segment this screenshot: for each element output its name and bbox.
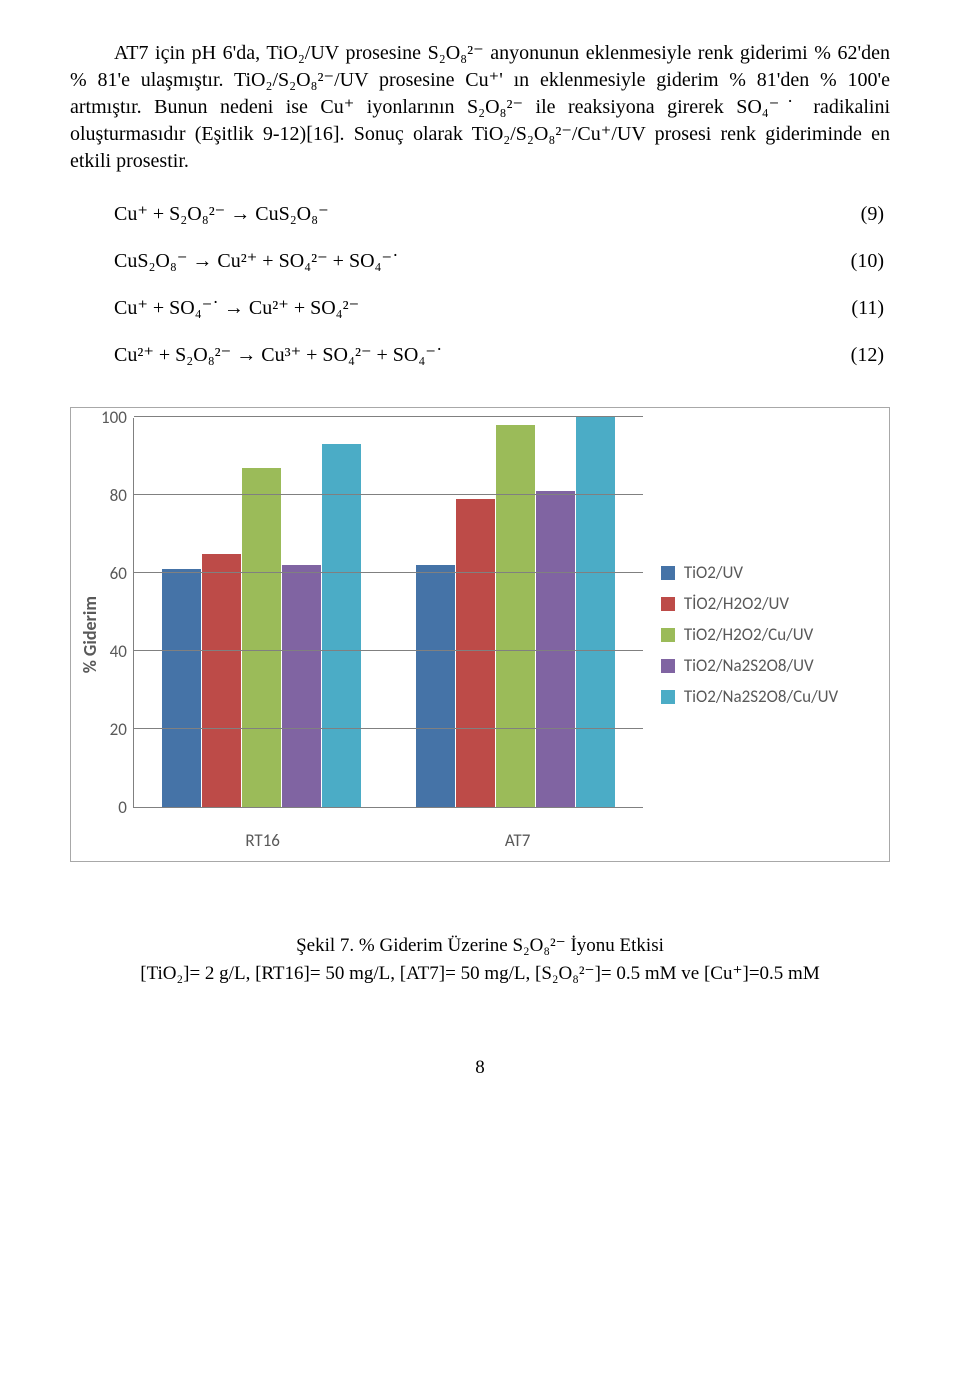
bar	[322, 444, 361, 807]
equation-number: (10)	[851, 250, 890, 273]
equation-expression: CuS₂O₈⁻ → Cu²⁺ + SO₄²⁻ + SO₄⁻˙	[114, 248, 399, 273]
gridline	[134, 572, 643, 573]
bar	[162, 569, 201, 807]
bar	[416, 565, 455, 807]
x-tick-label: RT16	[245, 830, 280, 851]
caption-line-2: [TiO₂]= 2 g/L, [RT16]= 50 mg/L, [AT7]= 5…	[140, 963, 819, 984]
x-tick-label: AT7	[505, 830, 530, 851]
chart-plot-area: % Giderim 100806040200 RT16 AT7	[77, 418, 643, 851]
bar	[242, 468, 281, 807]
legend-item: TiO2/Na2S2O8/Cu/UV	[661, 686, 838, 707]
legend-item: TiO2/UV	[661, 562, 838, 583]
equation-row: Cu²⁺ + S₂O₈²⁻ → Cu³⁺ + SO₄²⁻ + SO₄⁻˙ (12…	[70, 342, 890, 367]
x-axis-ticks: RT16 AT7	[133, 808, 643, 851]
legend-swatch	[661, 628, 675, 642]
y-axis-ticks: 100806040200	[101, 418, 133, 808]
bar-groups	[134, 418, 643, 807]
equation-number: (12)	[851, 344, 890, 367]
legend-label: TiO2/UV	[684, 562, 743, 583]
legend-swatch	[661, 566, 675, 580]
plot-region	[133, 418, 643, 808]
legend-label: TiO2/Na2S2O8/UV	[684, 655, 814, 676]
bar	[576, 417, 615, 807]
bar-chart: % Giderim 100806040200 RT16 AT7 TiO2/UV Tİ…	[70, 407, 890, 862]
legend-item: TİO2/H2O2/UV	[661, 593, 838, 614]
equation-row: Cu⁺ + S₂O₈²⁻ → CuS₂O₈⁻ (9)	[70, 201, 890, 226]
legend-item: TiO2/Na2S2O8/UV	[661, 655, 838, 676]
legend-label: TİO2/H2O2/UV	[684, 593, 789, 614]
equation-row: CuS₂O₈⁻ → Cu²⁺ + SO₄²⁻ + SO₄⁻˙ (10)	[70, 248, 890, 273]
page-number: 8	[70, 1057, 890, 1079]
legend-swatch	[661, 690, 675, 704]
equation-expression: Cu⁺ + SO₄⁻˙ → Cu²⁺ + SO₄²⁻	[114, 295, 359, 320]
equation-expression: Cu²⁺ + S₂O₈²⁻ → Cu³⁺ + SO₄²⁻ + SO₄⁻˙	[114, 342, 443, 367]
gridline	[134, 416, 643, 417]
gridline	[134, 494, 643, 495]
chart-legend: TiO2/UV TİO2/H2O2/UV TiO2/H2O2/Cu/UV TiO2/N…	[643, 418, 838, 851]
y-axis-label: % Giderim	[77, 596, 101, 673]
figure-caption: Şekil 7. % Giderim Üzerine S₂O₈²⁻ İyonu …	[70, 932, 890, 987]
gridline	[134, 728, 643, 729]
equation-number: (9)	[861, 203, 890, 226]
legend-label: TiO2/Na2S2O8/Cu/UV	[684, 686, 838, 707]
legend-item: TiO2/H2O2/Cu/UV	[661, 624, 838, 645]
equation-number: (11)	[851, 297, 890, 320]
gridline	[134, 650, 643, 651]
bar	[202, 554, 241, 808]
equation-expression: Cu⁺ + S₂O₈²⁻ → CuS₂O₈⁻	[114, 201, 329, 226]
bar	[496, 425, 535, 807]
body-paragraph: AT7 için pH 6'da, TiO₂/UV prosesine S₂O₈…	[70, 40, 890, 175]
bar	[282, 565, 321, 807]
equation-block: Cu⁺ + S₂O₈²⁻ → CuS₂O₈⁻ (9) CuS₂O₈⁻ → Cu²…	[70, 201, 890, 367]
caption-line-1: Şekil 7. % Giderim Üzerine S₂O₈²⁻ İyonu …	[296, 935, 664, 956]
equation-row: Cu⁺ + SO₄⁻˙ → Cu²⁺ + SO₄²⁻ (11)	[70, 295, 890, 320]
legend-swatch	[661, 597, 675, 611]
bar-group	[161, 418, 361, 807]
legend-swatch	[661, 659, 675, 673]
legend-label: TiO2/H2O2/Cu/UV	[684, 624, 813, 645]
bar-group	[416, 418, 616, 807]
bar	[456, 499, 495, 807]
